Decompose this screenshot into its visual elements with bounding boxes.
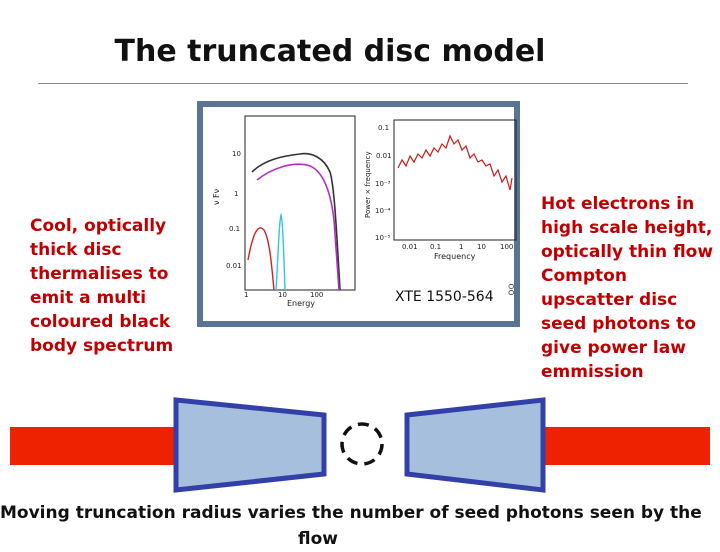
pds-xtick: 10 [477, 243, 486, 251]
caption-line-2: flow [298, 529, 338, 549]
pds-ytick: 10⁻⁵ [375, 234, 391, 242]
left-outer-disc [10, 427, 180, 465]
spectrum-xtick: 100 [310, 291, 323, 299]
pds-xlabel: Frequency [434, 252, 476, 261]
truncated-disc-diagram [10, 397, 710, 493]
total-model-curve [251, 152, 341, 291]
page-title: The truncated disc model [114, 34, 546, 69]
pds-xtick: 0.01 [402, 243, 418, 251]
spectrum-ytick: 1 [234, 190, 238, 198]
pds-ytick: 10⁻⁴ [375, 207, 391, 215]
spectrum-ytick: 10 [232, 150, 241, 158]
disc-description: Cool, optically thick disc thermalises t… [30, 216, 174, 356]
pds-data-curve [397, 134, 513, 191]
pds-ytick: 0.1 [378, 124, 389, 132]
pds-ytick: 0.01 [376, 152, 392, 160]
spectrum-ylabel: ν Fν [212, 188, 221, 205]
figure-caption: Moving truncation radius varies the numb… [0, 500, 702, 552]
side-glyph: oo [505, 283, 517, 296]
pds-xtick: 0.1 [430, 243, 441, 251]
pds-ytick: 10⁻³ [375, 180, 391, 188]
pds-xtick: 1 [459, 243, 463, 251]
spectrum-ytick: 0.1 [229, 225, 240, 233]
energy-spectrum-plot: ν Fν 10 1 0.1 0.01 1 10 100 Energy [212, 115, 356, 308]
title-divider [38, 83, 688, 84]
power-spectrum-plot: Power × frequency 0.1 0.01 10⁻³ 10⁻⁴ 10⁻… [364, 119, 517, 261]
flow-description: Hot electrons in high scale height, opti… [541, 194, 714, 382]
comptonised-component-curve [256, 163, 340, 291]
right-outer-disc [540, 427, 710, 465]
spectrum-xtick: 1 [244, 291, 248, 299]
left-inner-disc [173, 397, 327, 493]
figure-frame [197, 101, 520, 327]
disc-component-curve [247, 227, 275, 291]
right-inner-disc [404, 397, 546, 493]
spectrum-xlabel: Energy [287, 299, 315, 308]
line-component-curve [275, 213, 286, 291]
pds-ylabel: Power × frequency [364, 151, 372, 218]
spectrum-ytick: 0.01 [226, 262, 242, 270]
hot-flow-region [340, 422, 384, 466]
spectrum-xtick: 10 [278, 291, 287, 299]
source-label: XTE 1550-564 [395, 289, 494, 305]
caption-line-1: Moving truncation radius varies the numb… [0, 503, 702, 523]
pds-xtick: 100 [500, 243, 513, 251]
